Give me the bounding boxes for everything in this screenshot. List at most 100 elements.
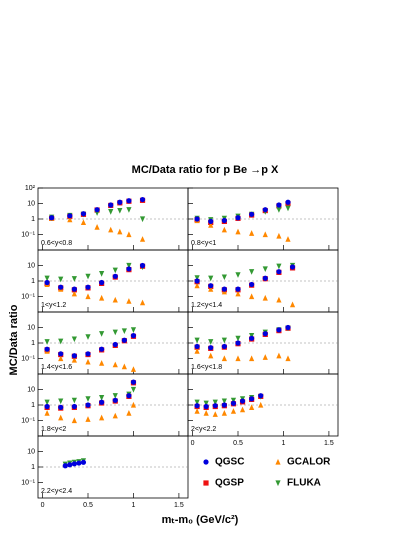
y-tick-label: 10² xyxy=(25,185,36,192)
data-point xyxy=(49,215,55,221)
panel-label: 0.6<y<0.8 xyxy=(41,240,72,247)
data-point xyxy=(249,396,255,402)
data-point xyxy=(194,348,200,354)
data-point xyxy=(194,403,200,409)
x-tick-label: 0.5 xyxy=(83,502,93,509)
panel-label: 0.8<y<1 xyxy=(191,240,216,247)
data-point xyxy=(94,207,100,213)
data-point xyxy=(208,286,214,292)
data-point xyxy=(108,202,114,208)
data-point xyxy=(262,275,268,281)
data-point xyxy=(58,404,64,411)
data-point xyxy=(276,232,282,239)
data-point xyxy=(194,337,200,344)
data-point xyxy=(208,222,214,228)
data-point xyxy=(249,355,255,362)
data-point xyxy=(85,416,91,422)
data-point xyxy=(212,411,218,417)
y-tick-label: 1 xyxy=(31,340,35,347)
y-tick-label: 10⁻¹ xyxy=(21,417,35,424)
data-point xyxy=(99,271,105,277)
data-point xyxy=(62,463,68,469)
data-point xyxy=(230,400,237,406)
data-point xyxy=(117,199,123,205)
data-point xyxy=(58,414,64,421)
data-point xyxy=(112,397,118,403)
data-point xyxy=(203,480,209,486)
data-point xyxy=(262,266,268,273)
data-point xyxy=(99,279,105,286)
data-point xyxy=(276,327,282,333)
y-tick-label: 10⁻¹ xyxy=(21,479,35,486)
data-point xyxy=(108,209,114,215)
data-point xyxy=(126,207,132,213)
data-point xyxy=(112,267,118,274)
data-point xyxy=(262,231,268,238)
y-tick-label: 10⁻¹ xyxy=(21,293,35,300)
data-point xyxy=(208,339,214,345)
data-point xyxy=(71,417,77,424)
y-axis-title: MC/Data ratio xyxy=(8,304,20,375)
data-point xyxy=(126,262,132,269)
data-point xyxy=(285,199,291,205)
data-point xyxy=(249,404,255,411)
y-tick-label: 10 xyxy=(27,200,35,207)
data-point xyxy=(112,361,118,368)
data-point xyxy=(80,211,87,217)
legend-label: QGSC xyxy=(215,457,244,468)
data-point xyxy=(194,399,200,406)
data-point xyxy=(126,198,132,204)
x-tick-label: 0.5 xyxy=(233,440,243,447)
data-point xyxy=(285,236,291,242)
data-point xyxy=(67,462,73,468)
data-point xyxy=(71,356,77,363)
data-point xyxy=(85,358,91,365)
y-tick-label: 1 xyxy=(31,216,35,223)
y-tick-label: 10 xyxy=(27,262,35,269)
data-point xyxy=(194,343,200,350)
data-point xyxy=(130,366,137,372)
data-point xyxy=(289,264,296,270)
data-point xyxy=(71,336,77,343)
data-point xyxy=(121,363,127,370)
data-point xyxy=(208,218,214,225)
data-point xyxy=(221,286,227,292)
data-point xyxy=(80,459,87,465)
data-point xyxy=(235,228,241,235)
data-point xyxy=(85,273,91,280)
x-tick-label: 1.5 xyxy=(174,502,184,509)
data-point xyxy=(249,281,255,288)
data-point xyxy=(235,335,241,342)
data-point xyxy=(112,273,118,279)
data-point xyxy=(208,283,214,289)
y-tick-label: 10 xyxy=(27,324,35,331)
data-point xyxy=(194,282,200,289)
data-point xyxy=(99,399,105,405)
data-point xyxy=(121,328,127,335)
x-tick-label: 1.5 xyxy=(324,440,334,447)
data-point xyxy=(230,397,237,404)
data-point xyxy=(71,403,77,410)
panel-label: 1.6<y<1.8 xyxy=(191,364,222,371)
data-point xyxy=(71,397,77,404)
data-point xyxy=(99,331,105,337)
data-point xyxy=(221,398,227,405)
data-point xyxy=(203,410,209,416)
data-point xyxy=(117,207,123,214)
data-point xyxy=(285,205,291,212)
data-point xyxy=(112,296,118,303)
data-point xyxy=(289,301,296,308)
data-point xyxy=(76,460,82,466)
y-tick-label: 10 xyxy=(27,448,35,455)
data-point xyxy=(126,393,132,399)
x-tick-label: 0 xyxy=(41,502,45,509)
data-point xyxy=(130,327,137,334)
data-point xyxy=(235,290,241,297)
data-point xyxy=(285,355,291,362)
data-point xyxy=(194,216,200,222)
data-point xyxy=(239,406,246,413)
data-point xyxy=(276,263,282,270)
data-point xyxy=(212,403,218,409)
data-point xyxy=(249,293,255,300)
